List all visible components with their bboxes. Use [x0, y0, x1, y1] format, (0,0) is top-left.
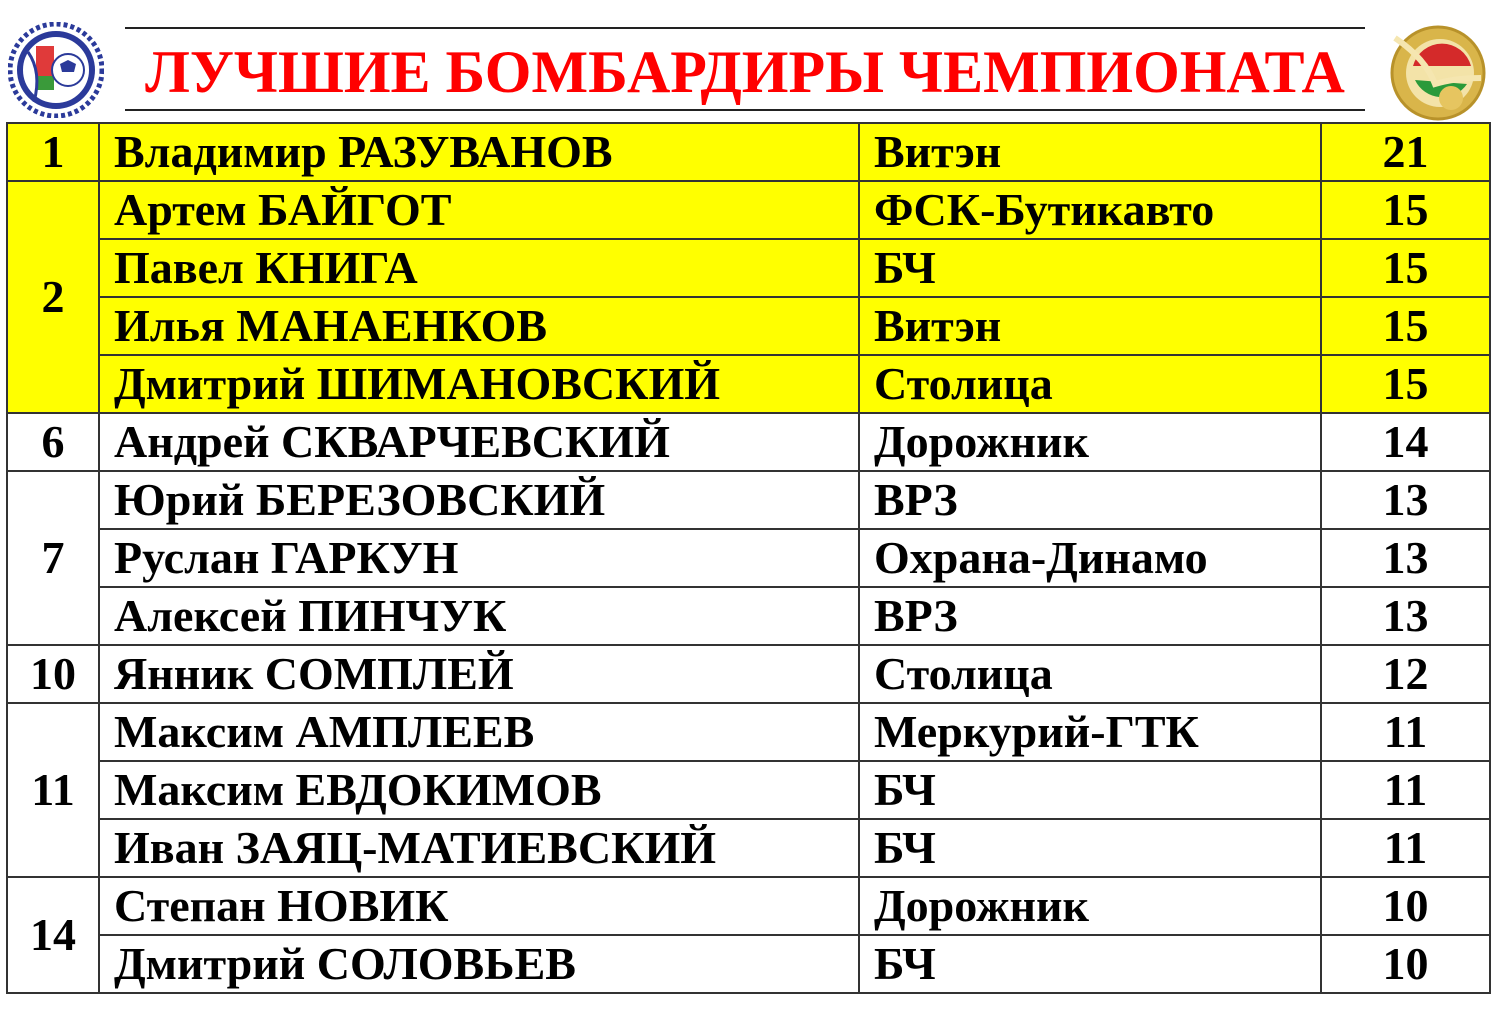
player-name-cell: Степан НОВИК: [98, 876, 860, 936]
team-cell: Витэн: [858, 122, 1322, 182]
team-cell: Витэн: [858, 296, 1322, 356]
rank-cell: 2: [6, 180, 100, 414]
team-cell: Столица: [858, 644, 1322, 704]
goals-cell: 15: [1320, 238, 1491, 298]
player-name-cell: Дмитрий ШИМАНОВСКИЙ: [98, 354, 860, 414]
goals-cell: 13: [1320, 528, 1491, 588]
rank-cell: 1: [6, 122, 100, 182]
goals-cell: 15: [1320, 354, 1491, 414]
team-cell: ВРЗ: [858, 470, 1322, 530]
player-name-cell: Владимир РАЗУВАНОВ: [98, 122, 860, 182]
team-cell: ВРЗ: [858, 586, 1322, 646]
goals-cell: 11: [1320, 760, 1491, 820]
player-name-cell: Максим АМПЛЕЕВ: [98, 702, 860, 762]
goals-cell: 21: [1320, 122, 1491, 182]
table-row: Максим ЕВДОКИМОВ БЧ 11: [7, 760, 1491, 820]
title-rule-bottom: [125, 109, 1365, 111]
table-row: 7 Юрий БЕРЕЗОВСКИЙ ВРЗ 13: [6, 470, 1491, 646]
player-name-cell: Руслан ГАРКУН: [98, 528, 860, 588]
table-row: Дмитрий СОЛОВЬЕВ БЧ 10: [7, 934, 1491, 994]
team-cell: БЧ: [858, 818, 1322, 878]
goals-cell: 13: [1320, 470, 1491, 530]
goals-cell: 10: [1320, 934, 1491, 994]
player-name-cell: Артем БАЙГОТ: [98, 180, 860, 240]
goals-cell: 15: [1320, 296, 1491, 356]
table-row: 14 Степан НОВИК Дорожник 10: [6, 876, 1491, 994]
team-cell: ФСК-Бутикавто: [858, 180, 1322, 240]
table-row: 1 Владимир РАЗУВАНОВ Витэн 21: [6, 122, 1491, 182]
team-cell: БЧ: [858, 760, 1322, 820]
goals-cell: 11: [1320, 818, 1491, 878]
rank-cell: 10: [6, 644, 100, 704]
table-row: Павел КНИГА БЧ 15: [7, 238, 1491, 298]
team-cell: БЧ: [858, 238, 1322, 298]
goals-cell: 14: [1320, 412, 1491, 472]
player-name-cell: Алексей ПИНЧУК: [98, 586, 860, 646]
goals-cell: 10: [1320, 876, 1491, 936]
table-row: 2 Артем БАЙГОТ ФСК-Бутикавто 15: [6, 180, 1491, 414]
team-cell: Столица: [858, 354, 1322, 414]
table-row: Руслан ГАРКУН Охрана-Динамо 13: [7, 528, 1491, 588]
table-row: 11 Максим АМПЛЕЕВ Меркурий-ГТК 11: [6, 702, 1491, 878]
player-name-cell: Максим ЕВДОКИМОВ: [98, 760, 860, 820]
rank-cell: 7: [6, 470, 100, 646]
table-row: Алексей ПИНЧУК ВРЗ 13: [7, 586, 1491, 646]
player-name-cell: Иван ЗАЯЦ-МАТИЕВСКИЙ: [98, 818, 860, 878]
rank-cell: 6: [6, 412, 100, 472]
player-name-cell: Андрей СКВАРЧЕВСКИЙ: [98, 412, 860, 472]
rank-cell: 14: [6, 876, 100, 994]
player-name-cell: Илья МАНАЕНКОВ: [98, 296, 860, 356]
team-cell: Дорожник: [858, 412, 1322, 472]
scorers-table: 1 Владимир РАЗУВАНОВ Витэн 21 2 Артем БАЙГОТ Ф…: [6, 122, 1491, 994]
player-name-cell: Дмитрий СОЛОВЬЕВ: [98, 934, 860, 994]
goals-cell: 12: [1320, 644, 1491, 704]
table-row: 10 Янник СОМПЛЕЙ Столица 12: [6, 644, 1491, 704]
table-row: 6 Андрей СКВАРЧЕВСКИЙ Дорожник 14: [6, 412, 1491, 472]
title-rule-top: [125, 27, 1365, 29]
team-cell: Охрана-Динамо: [858, 528, 1322, 588]
page-title: ЛУЧШИЕ БОМБАРДИРЫ ЧЕМПИОНАТА: [145, 39, 1345, 105]
goals-cell: 15: [1320, 180, 1491, 240]
team-cell: Дорожник: [858, 876, 1322, 936]
rank-cell: 11: [6, 702, 100, 878]
team-cell: БЧ: [858, 934, 1322, 994]
table-row: Иван ЗАЯЦ-МАТИЕВСКИЙ БЧ 11: [7, 818, 1491, 878]
team-cell: Меркурий-ГТК: [858, 702, 1322, 762]
championship-logo: [8, 22, 104, 118]
table-row: Дмитрий ШИМАНОВСКИЙ Столица 15: [7, 354, 1491, 414]
player-name-cell: Павел КНИГА: [98, 238, 860, 298]
goals-cell: 11: [1320, 702, 1491, 762]
table-row: Илья МАНАЕНКОВ Витэн 15: [7, 296, 1491, 356]
association-logo: [1390, 25, 1486, 121]
player-name-cell: Янник СОМПЛЕЙ: [98, 644, 860, 704]
goals-cell: 13: [1320, 586, 1491, 646]
player-name-cell: Юрий БЕРЕЗОВСКИЙ: [98, 470, 860, 530]
